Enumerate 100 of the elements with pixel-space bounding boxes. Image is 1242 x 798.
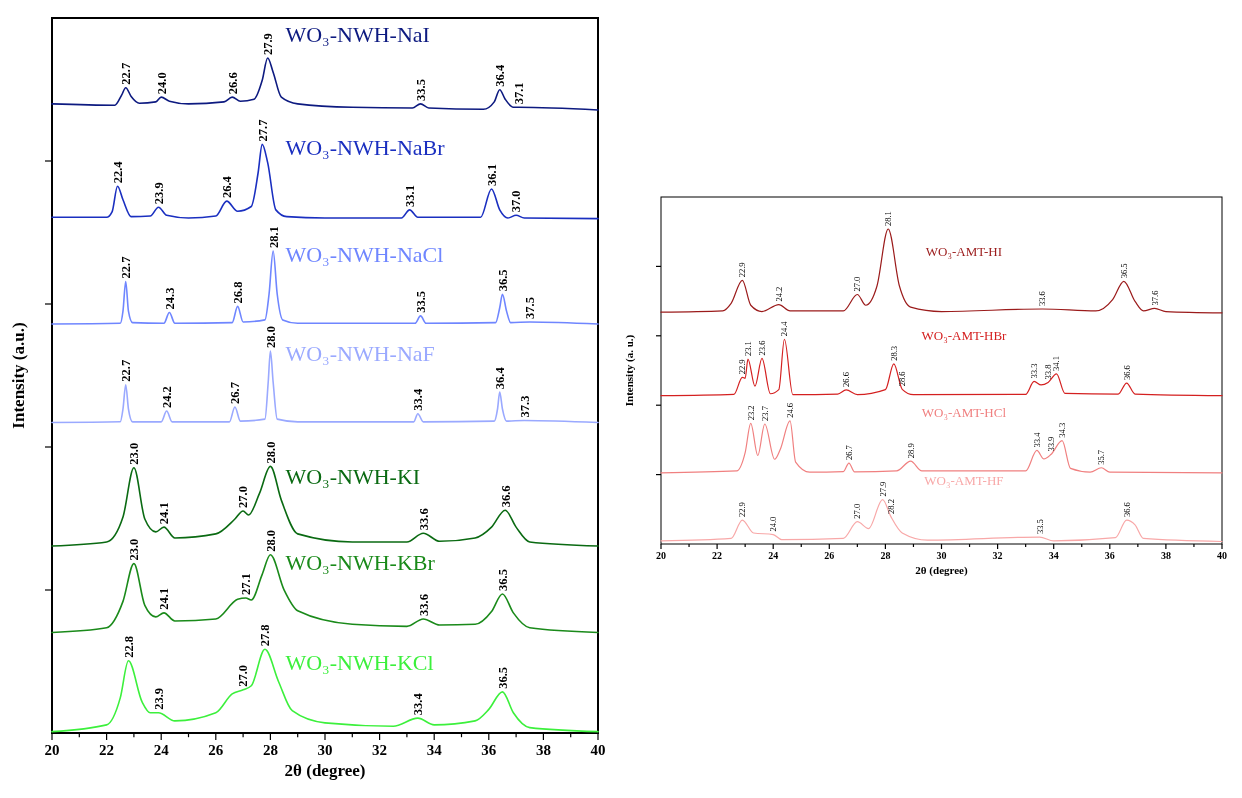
x-tick-label: 36 — [1104, 550, 1115, 561]
annotation: 33.6 — [1037, 291, 1048, 307]
x-tick-label: 22 — [99, 742, 115, 758]
annotation: 33.1 — [403, 185, 418, 207]
annotation: 27.7 — [255, 119, 270, 142]
text: WO₃-AMT-HF — [924, 472, 1004, 488]
annotation: 33.4 — [1031, 431, 1042, 448]
annotation: 22.7 — [119, 359, 134, 382]
x-tick-label: 24 — [153, 742, 170, 758]
annotation: 27.8 — [258, 624, 273, 647]
series-label: WO₃-NWH-KI — [285, 464, 421, 490]
annotation: 33.5 — [413, 79, 428, 101]
annotation: 23.9 — [151, 182, 166, 205]
series-label: WO₃-NWH-NaF — [285, 340, 435, 366]
annotation: 27.0 — [236, 486, 251, 508]
annotation: 26.6 — [841, 372, 852, 387]
x-tick-label: 20 — [656, 550, 666, 561]
annotation: 24.2 — [160, 386, 175, 409]
x-tick-label: 22 — [712, 550, 723, 561]
annotation: 27.1 — [239, 573, 254, 595]
annotation: 28.1 — [266, 226, 281, 249]
annotation: 37.5 — [523, 297, 538, 319]
annotation: 33.6 — [416, 594, 431, 616]
annotation: 35.7 — [1096, 449, 1107, 465]
annotation: 33.3 — [1029, 363, 1040, 379]
annotation: 27.0 — [852, 276, 863, 292]
x-tick-label: 24 — [768, 550, 779, 561]
annotation: 36.4 — [493, 64, 508, 87]
annotation: 28.6 — [897, 371, 908, 387]
annotation: 23.9 — [151, 687, 166, 710]
text: WO₃-AMT-HI — [925, 244, 1003, 260]
annotation: 28.0 — [263, 441, 278, 464]
series-label: WO₃-NWH-KCl — [285, 649, 434, 675]
annotation: 22.9 — [737, 359, 748, 375]
x-tick-label: 38 — [1160, 550, 1171, 561]
annotation: 36.6 — [1121, 502, 1132, 518]
x-tick-label: 30 — [936, 550, 947, 561]
annotation: 27.0 — [236, 664, 251, 687]
annotation: 24.4 — [779, 320, 790, 337]
annotation: 22.9 — [737, 262, 748, 278]
annotation: 22.7 — [119, 62, 134, 85]
annotation: 27.9 — [261, 33, 276, 55]
annotation: 27.9 — [877, 481, 888, 497]
annotation: 37.1 — [512, 82, 527, 105]
x-tick-label: 26 — [824, 550, 835, 561]
annotation: 33.5 — [1034, 519, 1045, 535]
annotation: 37.0 — [509, 190, 524, 213]
annotation: 37.6 — [1149, 290, 1160, 306]
series-label: WO₃-NWH-KBr — [285, 550, 436, 576]
annotation: 28.0 — [263, 529, 278, 552]
annotation: 28.3 — [888, 345, 899, 361]
annotation: 34.3 — [1057, 422, 1068, 438]
annotation: 28.1 — [883, 211, 894, 226]
x-tick-label: 28 — [880, 550, 891, 561]
annotation: 33.4 — [411, 388, 426, 411]
annotation: 36.6 — [1121, 365, 1132, 381]
annotation: 33.9 — [1045, 436, 1056, 452]
annotation: 26.4 — [220, 175, 235, 199]
x-tick-label: 30 — [317, 742, 333, 758]
annotation: 24.6 — [785, 402, 796, 418]
x-tick-label: 32 — [372, 742, 388, 758]
annotation: 28.2 — [885, 499, 896, 514]
annotation: 24.3 — [162, 287, 177, 310]
x-tick-label: 34 — [1048, 550, 1059, 561]
annotation: 28.0 — [263, 326, 278, 348]
annotation: 22.8 — [121, 635, 136, 658]
annotation: 36.5 — [495, 269, 510, 292]
series-label: WO₃-NWH-NaBr — [285, 135, 446, 161]
annotation: 23.0 — [127, 538, 142, 561]
x-tick-label: 38 — [535, 742, 551, 758]
series-label: WO₃-NWH-NaI — [285, 21, 430, 47]
annotation: 26.6 — [225, 72, 240, 95]
annotation: 24.1 — [157, 587, 172, 610]
annotation: 26.8 — [231, 281, 246, 304]
annotation: 33.6 — [416, 508, 431, 531]
annotation: 23.7 — [759, 406, 770, 421]
annotation: 22.9 — [737, 502, 748, 518]
x-axis-title: 2θ (degree) — [284, 761, 366, 780]
annotation: 24.0 — [768, 516, 779, 532]
annotation: 24.0 — [154, 72, 169, 95]
y-axis-title: Intensity (a. u.) — [623, 334, 636, 407]
annotation: 36.1 — [484, 164, 499, 186]
annotation: 36.5 — [495, 569, 510, 591]
annotation: 33.8 — [1043, 364, 1054, 380]
x-tick-label: 26 — [208, 742, 224, 758]
annotation: 33.5 — [413, 290, 428, 313]
x-tick-label: 20 — [44, 742, 60, 758]
annotation: 28.9 — [905, 443, 916, 459]
annotation: 24.1 — [157, 502, 172, 525]
annotation: 26.7 — [843, 445, 854, 461]
annotation: 23.6 — [756, 340, 767, 356]
x-tick-label: 40 — [1217, 550, 1227, 561]
x-tick-label: 36 — [481, 742, 497, 758]
annotation: 22.7 — [119, 256, 134, 279]
annotation: 34.1 — [1051, 356, 1062, 371]
y-axis-title: Intensity (a.u.) — [9, 322, 28, 429]
x-tick-label: 28 — [262, 742, 278, 758]
x-tick-label: 32 — [992, 550, 1003, 561]
annotation: 33.4 — [411, 692, 426, 716]
annotation: 36.5 — [1118, 263, 1129, 279]
